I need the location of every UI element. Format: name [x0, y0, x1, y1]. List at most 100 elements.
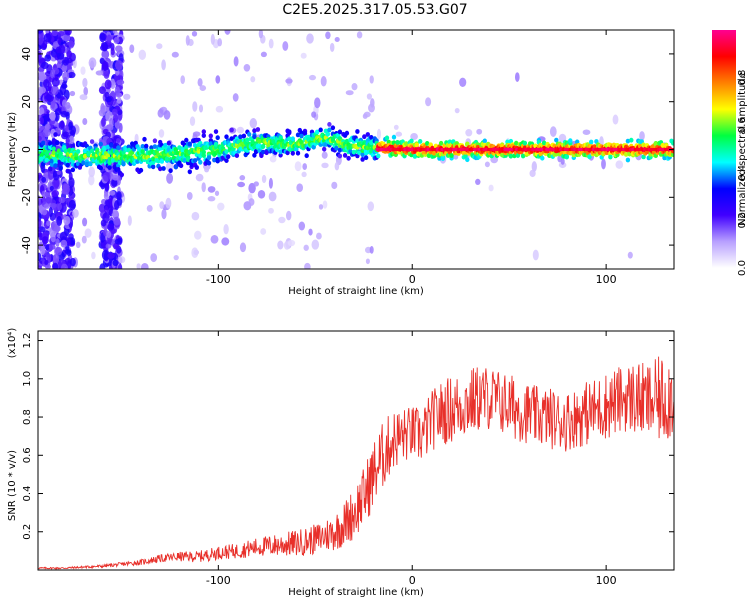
heatmap-cell — [165, 197, 172, 209]
heatmap-cell — [89, 139, 95, 145]
heatmap-cell — [355, 129, 360, 134]
heatmap-cell — [104, 79, 112, 90]
heatmap-cell — [82, 153, 88, 159]
heatmap-cell — [182, 158, 187, 163]
heatmap-cell — [253, 149, 259, 154]
heatmap-cell — [58, 44, 66, 54]
heatmap-cell — [187, 141, 192, 147]
heatmap-cell — [109, 78, 116, 90]
heatmap-cell — [299, 133, 304, 139]
heatmap-cell — [514, 72, 520, 82]
heatmap-cell — [114, 86, 121, 96]
heatmap-cell — [51, 84, 59, 96]
heatmap-cell — [476, 128, 483, 135]
heatmap-cell — [144, 143, 149, 149]
heatmap-cell — [541, 140, 547, 146]
heatmap-cell — [316, 232, 322, 240]
line-frame — [37, 330, 675, 571]
heatmap-cell — [302, 163, 308, 171]
heatmap-cell — [454, 107, 460, 114]
y-tick-label: 0.6 — [22, 447, 33, 463]
heatmap-cell — [178, 163, 184, 169]
heatmap-cell — [229, 127, 234, 133]
heatmap-cell — [60, 120, 65, 129]
heatmap-cell — [43, 33, 52, 43]
heatmap-cell — [138, 49, 147, 61]
heatmap-cell — [302, 131, 308, 136]
heatmap-cell — [123, 93, 131, 100]
heatmap-cell — [44, 94, 53, 101]
heatmap-cell — [107, 160, 112, 166]
heatmap-cell — [367, 201, 375, 212]
heatmap-cell — [210, 234, 219, 244]
heatmap-cell — [215, 75, 221, 84]
heatmap-cell — [514, 140, 519, 146]
heatmap-cell — [278, 216, 286, 224]
x-tick-label: -100 — [206, 574, 231, 587]
heatmap-cell — [105, 243, 112, 249]
heatmap-cell — [239, 242, 247, 253]
heatmap-cell — [161, 166, 166, 171]
heatmap-cell — [300, 52, 307, 59]
heatmap-cell — [199, 85, 207, 92]
heatmap-cell — [66, 250, 72, 256]
heatmap-cell — [285, 150, 290, 156]
heatmap-cell — [268, 191, 277, 202]
heatmap-cell — [104, 182, 110, 192]
heatmap-cell — [330, 125, 336, 131]
heatmap-cell — [57, 203, 62, 211]
heatmap-cell — [249, 118, 258, 129]
heatmap-cell — [189, 116, 196, 127]
heatmap-cell — [151, 160, 156, 165]
heatmap-cell — [99, 263, 106, 269]
heatmap-cell — [239, 175, 246, 181]
heatmap-cell — [82, 77, 88, 88]
heatmap-cell — [118, 256, 126, 264]
heatmap-cell — [98, 108, 106, 117]
heatmap-cell — [238, 134, 243, 140]
heatmap-cell — [46, 220, 51, 227]
heatmap-cell — [88, 174, 95, 186]
heatmap-cell — [109, 190, 116, 196]
heatmap-cell — [213, 142, 219, 147]
heatmap-cell — [623, 152, 629, 157]
heatmap-cell — [80, 66, 86, 75]
heatmap-cell — [158, 129, 165, 138]
heatmap-cell — [88, 161, 93, 167]
heatmap-cell — [287, 129, 292, 135]
heatmap-cell — [47, 169, 54, 181]
heatmap-cell — [53, 163, 58, 169]
heatmap-cell — [56, 170, 62, 176]
x-tick-label: 0 — [409, 574, 416, 587]
heatmap-cell — [79, 94, 88, 101]
heatmap-cell — [248, 182, 256, 194]
heatmap-cell — [233, 56, 239, 67]
heatmap-cell — [55, 140, 60, 146]
heatmap-cell — [75, 149, 81, 154]
heatmap-cell — [260, 228, 267, 235]
x-axis-label: Height of straight line (km) — [288, 587, 424, 598]
heatmap-cell — [111, 209, 119, 218]
heatmap-cell — [83, 86, 89, 96]
heatmap-cell — [69, 135, 75, 145]
heatmap-cell — [103, 70, 110, 79]
heatmap-cell — [75, 161, 81, 167]
heatmap-cell — [75, 241, 81, 249]
heatmap-cell — [84, 161, 90, 167]
heatmap-cell — [261, 174, 267, 184]
heatmap-cell — [625, 157, 631, 163]
heatmap-cell — [104, 206, 109, 214]
heatmap-cell — [217, 38, 223, 47]
heatmap-cell — [287, 136, 292, 142]
heatmap-cell — [194, 165, 199, 170]
heatmap-cell — [290, 150, 295, 156]
heatmap-cell — [232, 93, 239, 102]
heatmap-cell — [252, 128, 257, 134]
heatmap-cell — [198, 104, 204, 113]
heatmap-cell — [50, 202, 57, 209]
heatmap-cell — [61, 145, 67, 150]
heatmap-cell — [69, 257, 76, 267]
heatmap-cell — [356, 31, 363, 39]
heatmap-cell — [369, 75, 374, 84]
heatmap-cell — [234, 153, 240, 159]
